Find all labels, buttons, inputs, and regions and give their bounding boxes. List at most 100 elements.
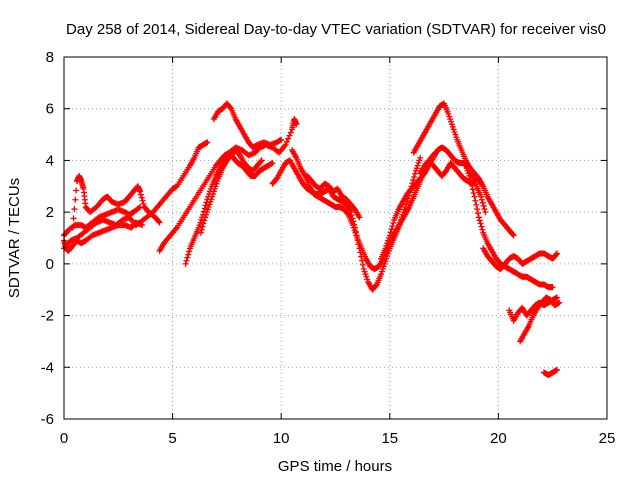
data-point [156,219,163,226]
data-point [554,294,561,301]
chart-title: Day 258 of 2014, Sidereal Day-to-day VTE… [66,21,606,38]
data-point [73,187,80,194]
data-point [510,232,517,239]
data-point [204,139,211,146]
data-point [411,173,418,180]
data-point [509,231,516,238]
data-point [386,232,393,239]
data-point [478,196,485,203]
data-point [139,197,146,204]
data-point [478,180,485,187]
data-point [185,251,192,258]
data-point [137,188,144,195]
data-point [480,202,487,209]
data-point [479,199,486,206]
data-point [469,186,476,193]
x-tick-label: 5 [168,430,176,447]
axis-ticks [63,56,608,420]
data-point [478,223,485,230]
y-tick-label: -2 [41,308,54,325]
data-point [549,284,556,291]
data-point [359,261,366,268]
y-tick-label: 4 [46,152,54,169]
data-point [70,215,77,222]
data-point [474,210,481,217]
data-point [473,201,480,208]
data-point [467,175,474,182]
data-point [477,179,484,186]
data-point [468,182,475,189]
data-point [183,257,190,264]
data-point [287,129,294,136]
x-axis-label: GPS time / hours [278,458,392,475]
data-point [72,196,79,203]
data-point [283,138,290,145]
y-axis-label: SDTVAR / TECUs [6,178,23,298]
data-point [411,170,418,177]
x-tick-label: 20 [490,430,507,447]
plot-frame [63,56,608,420]
y-tick-label: 0 [46,256,54,273]
data-points [61,100,563,379]
y-tick-label: 8 [46,49,54,66]
data-point [470,190,477,197]
data-point [186,248,193,255]
data-point [138,194,145,201]
data-point [135,205,142,212]
data-point [285,135,292,142]
data-point [155,218,162,225]
data-point [200,220,207,227]
data-point [201,217,208,224]
data-point [553,251,560,258]
data-point [372,282,379,289]
data-point [293,121,300,128]
data-point [479,226,486,233]
data-point [478,193,485,200]
data-point [417,154,424,161]
data-point [282,141,289,148]
data-point [278,136,285,143]
data-point [554,366,561,373]
data-point [477,220,484,227]
data-point [140,200,147,207]
data-point [481,206,488,213]
data-point [139,222,146,229]
data-point [257,158,264,165]
data-point [554,250,561,257]
data-point [201,205,208,212]
x-tick-label: 10 [273,430,290,447]
data-point [137,203,144,210]
x-tick-label: 15 [381,430,398,447]
data-point [227,104,234,111]
data-point [258,157,265,164]
data-point [269,160,276,167]
data-point [475,214,482,221]
y-tick-label: -6 [41,411,54,428]
data-point [390,220,397,227]
data-point [410,177,417,184]
data-point [202,202,209,209]
data-point [387,229,394,236]
data-point [476,217,483,224]
data-point [198,226,205,233]
data-point [344,210,351,217]
data-point [388,226,395,233]
data-point [471,193,478,200]
y-tick-labels: -6 -4 -2 0 2 4 6 8 [41,49,54,428]
data-point [71,206,78,213]
data-point [468,179,475,186]
y-tick-label: -4 [41,359,54,376]
data-point [182,260,189,267]
data-point [356,214,363,221]
data-point [197,229,204,236]
x-tick-labels: 0 5 10 15 20 25 [60,430,616,447]
data-point [474,206,481,213]
grid-lines [64,57,607,419]
data-point [184,254,191,261]
y-tick-label: 6 [46,101,54,118]
data-point [137,191,144,198]
x-tick-label: 25 [599,430,616,447]
data-point [556,299,563,306]
data-point [199,223,206,230]
